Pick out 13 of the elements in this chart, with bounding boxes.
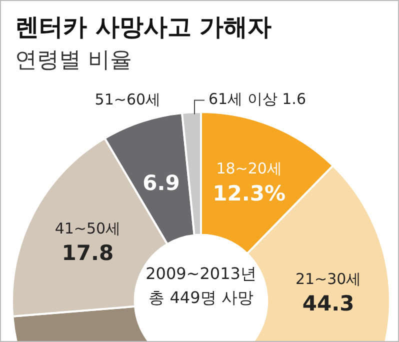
data-label: 6.9 [142,171,180,196]
data-label: 17.8 [62,240,114,265]
text: 총 449명 사망 [148,288,254,308]
data-label: 44.3 [302,291,354,316]
slice-label: 51~60세 [94,90,161,109]
data-label: 12.3% [212,181,286,206]
slice-label: 61세 이상 1.6 [208,90,306,108]
slice-label: 41~50세 [54,219,121,238]
text: 2009~2013년 [146,264,256,284]
slice-label: 18~20세 [216,160,282,178]
slice-label: 21~30세 [295,270,362,288]
chart-subtitle: 연령별 비율 [15,47,132,75]
chart-title: 렌터카 사망사고 가해자 [15,12,272,43]
